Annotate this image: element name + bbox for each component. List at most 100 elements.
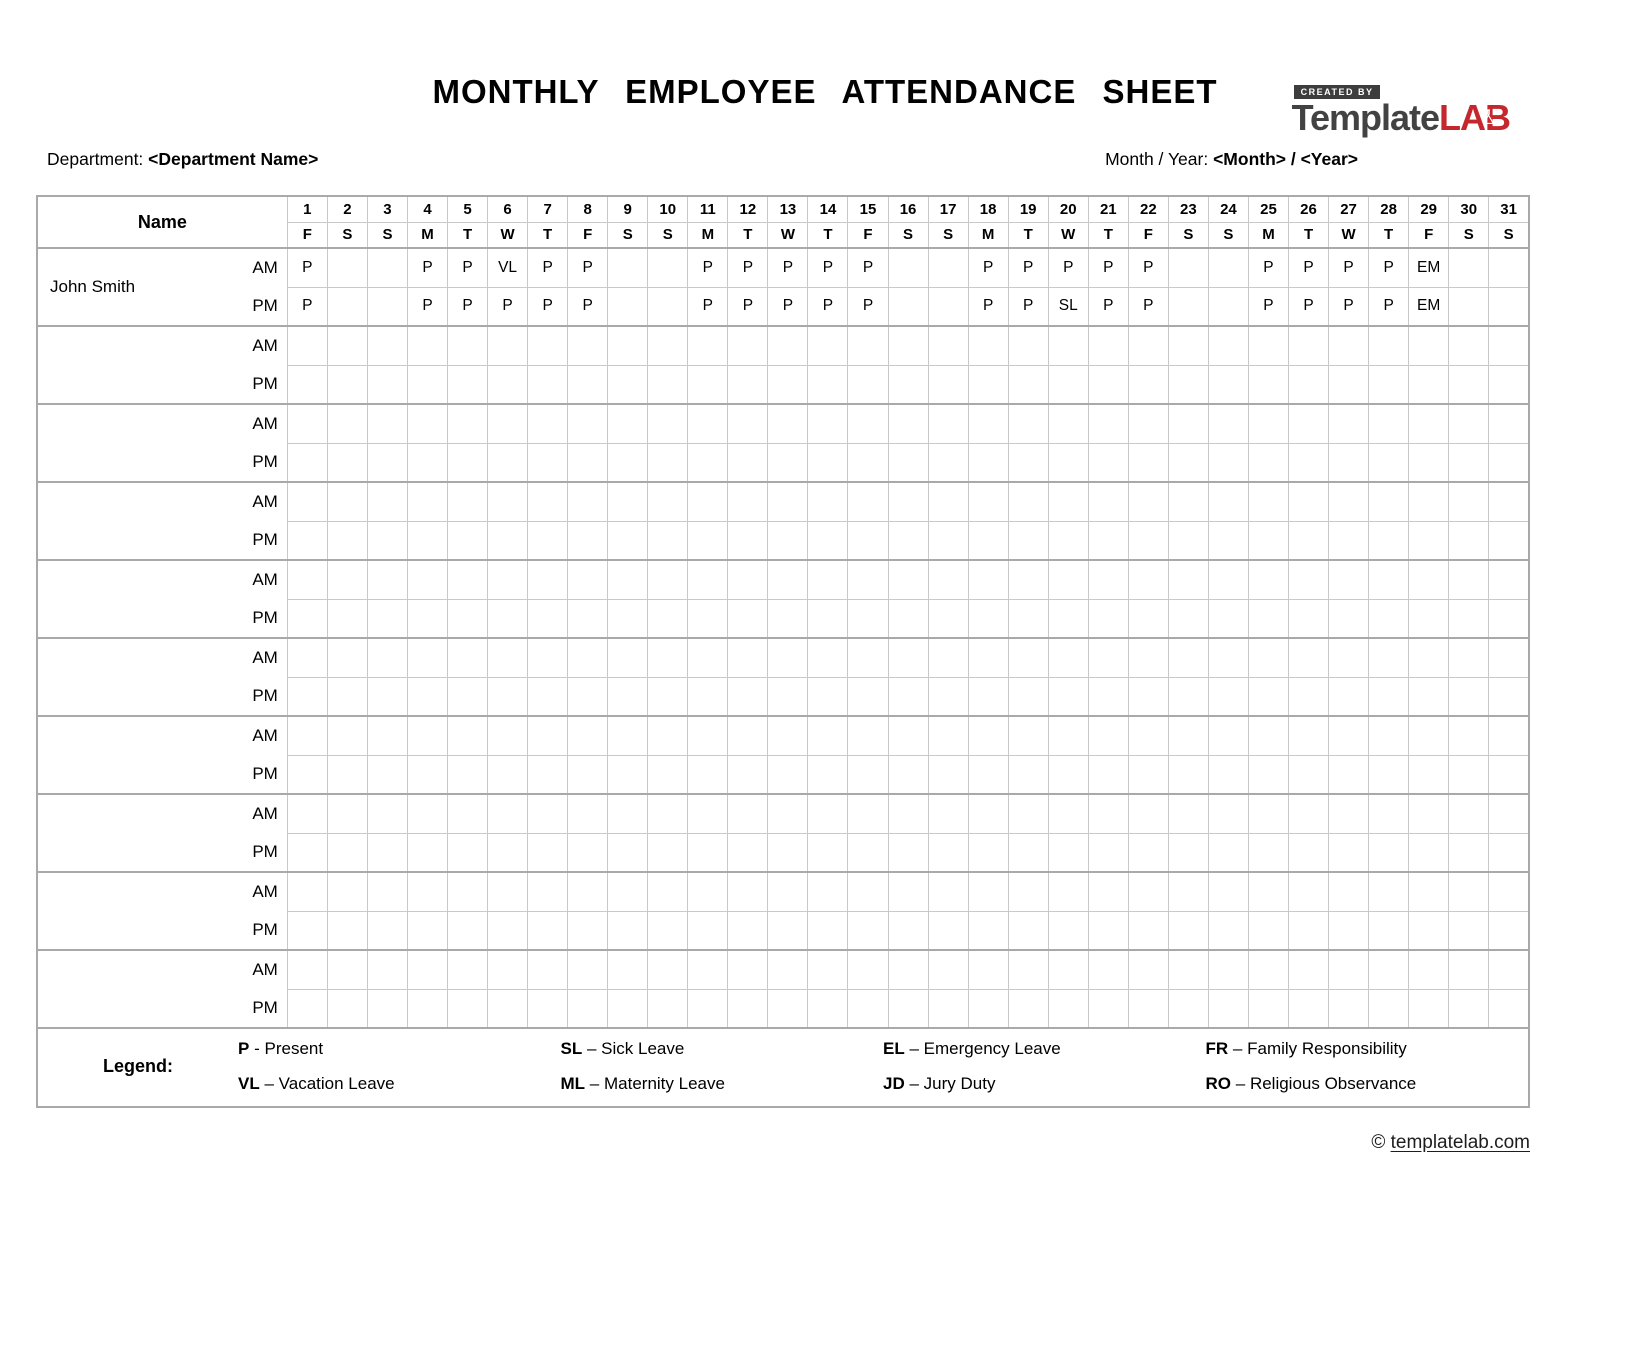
attendance-cell[interactable]: [727, 754, 769, 795]
attendance-cell[interactable]: [1207, 871, 1249, 912]
attendance-cell[interactable]: [807, 715, 849, 756]
attendance-cell[interactable]: P: [727, 286, 769, 327]
attendance-cell[interactable]: [1167, 754, 1209, 795]
attendance-cell[interactable]: [807, 910, 849, 951]
attendance-cell[interactable]: [1047, 520, 1089, 561]
attendance-cell[interactable]: [1047, 481, 1089, 522]
attendance-cell[interactable]: [887, 871, 929, 912]
attendance-cell[interactable]: [1488, 247, 1530, 288]
attendance-cell[interactable]: [607, 793, 649, 834]
attendance-cell[interactable]: [326, 559, 368, 600]
attendance-cell[interactable]: [1408, 910, 1450, 951]
attendance-cell[interactable]: [1047, 598, 1089, 639]
attendance-cell[interactable]: [487, 676, 529, 717]
attendance-cell[interactable]: [1328, 598, 1370, 639]
attendance-cell[interactable]: [607, 637, 649, 678]
attendance-cell[interactable]: [1047, 910, 1089, 951]
attendance-cell[interactable]: [607, 910, 649, 951]
attendance-cell[interactable]: [1488, 949, 1530, 990]
attendance-cell[interactable]: [1167, 949, 1209, 990]
attendance-cell[interactable]: [326, 598, 368, 639]
attendance-cell[interactable]: [1167, 871, 1209, 912]
attendance-cell[interactable]: [887, 910, 929, 951]
attendance-cell[interactable]: [447, 793, 489, 834]
attendance-cell[interactable]: [1087, 793, 1129, 834]
attendance-cell[interactable]: [1408, 715, 1450, 756]
attendance-cell[interactable]: [847, 793, 889, 834]
employee-name-cell[interactable]: AM PM: [36, 637, 288, 717]
attendance-cell[interactable]: [406, 520, 449, 561]
attendance-cell[interactable]: [647, 871, 689, 912]
attendance-cell[interactable]: [687, 910, 729, 951]
attendance-cell[interactable]: [767, 364, 809, 405]
attendance-cell[interactable]: [1127, 325, 1169, 366]
attendance-cell[interactable]: [1368, 442, 1410, 483]
attendance-cell[interactable]: [967, 988, 1009, 1029]
attendance-cell[interactable]: [807, 676, 849, 717]
employee-name-cell[interactable]: AM PM: [36, 949, 288, 1029]
attendance-cell[interactable]: [807, 793, 849, 834]
attendance-cell[interactable]: [1488, 793, 1530, 834]
attendance-cell[interactable]: [927, 910, 969, 951]
employee-name-cell[interactable]: AM PM: [36, 871, 288, 951]
attendance-cell[interactable]: [687, 988, 729, 1029]
attendance-cell[interactable]: [847, 598, 889, 639]
attendance-cell[interactable]: [967, 871, 1009, 912]
employee-name-cell[interactable]: John Smith AM PM: [36, 247, 288, 327]
attendance-cell[interactable]: [1087, 754, 1129, 795]
attendance-cell[interactable]: [1127, 832, 1169, 873]
attendance-cell[interactable]: [1287, 793, 1330, 834]
attendance-cell[interactable]: P: [487, 286, 529, 327]
attendance-cell[interactable]: [567, 325, 609, 366]
attendance-cell[interactable]: P: [687, 247, 729, 288]
attendance-cell[interactable]: [567, 988, 609, 1029]
attendance-cell[interactable]: [687, 871, 729, 912]
attendance-cell[interactable]: [1167, 637, 1209, 678]
attendance-cell[interactable]: [687, 832, 729, 873]
attendance-cell[interactable]: [1408, 637, 1450, 678]
attendance-cell[interactable]: [927, 364, 969, 405]
attendance-cell[interactable]: [727, 793, 769, 834]
attendance-cell[interactable]: [647, 247, 689, 288]
attendance-cell[interactable]: [527, 325, 569, 366]
attendance-cell[interactable]: [887, 247, 929, 288]
attendance-cell[interactable]: [1488, 442, 1530, 483]
attendance-cell[interactable]: P: [847, 247, 889, 288]
attendance-cell[interactable]: [527, 481, 569, 522]
attendance-cell[interactable]: [807, 598, 849, 639]
attendance-cell[interactable]: [1408, 403, 1450, 444]
attendance-cell[interactable]: [1448, 559, 1490, 600]
attendance-cell[interactable]: [1127, 364, 1169, 405]
attendance-cell[interactable]: [967, 910, 1009, 951]
attendance-cell[interactable]: [1047, 559, 1089, 600]
attendance-cell[interactable]: [1207, 520, 1249, 561]
attendance-cell[interactable]: [1408, 676, 1450, 717]
attendance-cell[interactable]: [447, 832, 489, 873]
attendance-cell[interactable]: [1368, 364, 1410, 405]
attendance-cell[interactable]: [767, 325, 809, 366]
attendance-cell[interactable]: P: [1328, 247, 1370, 288]
attendance-cell[interactable]: [527, 442, 569, 483]
attendance-cell[interactable]: [1127, 754, 1169, 795]
attendance-cell[interactable]: [366, 949, 408, 990]
attendance-cell[interactable]: [887, 481, 929, 522]
attendance-cell[interactable]: [1087, 520, 1129, 561]
attendance-cell[interactable]: [1408, 832, 1450, 873]
attendance-cell[interactable]: [1368, 715, 1410, 756]
attendance-cell[interactable]: [487, 481, 529, 522]
attendance-cell[interactable]: [1087, 988, 1129, 1029]
attendance-cell[interactable]: [1167, 676, 1209, 717]
attendance-cell[interactable]: [1408, 325, 1450, 366]
attendance-cell[interactable]: [807, 754, 849, 795]
attendance-cell[interactable]: [567, 637, 609, 678]
attendance-cell[interactable]: [847, 988, 889, 1029]
attendance-cell[interactable]: [1007, 325, 1049, 366]
attendance-cell[interactable]: [447, 676, 489, 717]
attendance-cell[interactable]: [967, 325, 1009, 366]
attendance-cell[interactable]: [1488, 559, 1530, 600]
attendance-cell[interactable]: [887, 520, 929, 561]
attendance-cell[interactable]: [567, 364, 609, 405]
attendance-cell[interactable]: [1448, 286, 1490, 327]
attendance-cell[interactable]: [847, 832, 889, 873]
attendance-cell[interactable]: [607, 520, 649, 561]
